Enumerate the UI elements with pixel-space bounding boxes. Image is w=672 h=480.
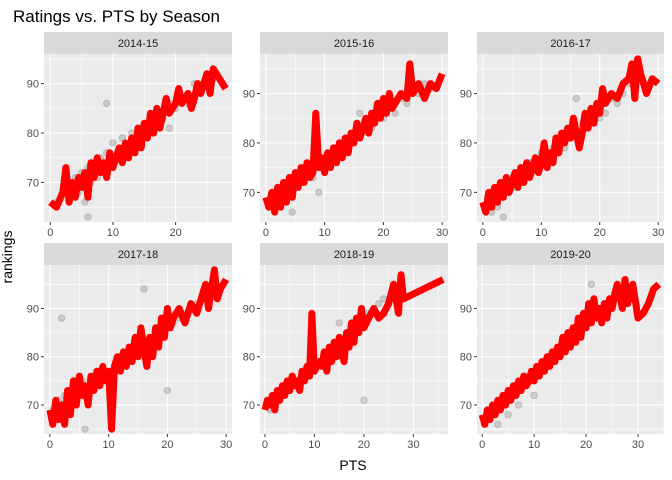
y-axis-title: rankings	[0, 231, 15, 284]
facet-strip	[44, 243, 232, 265]
data-point	[360, 396, 368, 404]
facet-panel: 2016-17 0 10 20 30 70 80 90	[460, 32, 664, 239]
x-tick-label: 10	[319, 227, 331, 239]
facet-label: 2018-19	[334, 249, 374, 261]
data-point	[81, 198, 89, 206]
y-tick-label: 80	[243, 352, 255, 364]
x-tick-label: 0	[47, 439, 53, 451]
x-tick-label: 0	[263, 227, 269, 239]
y-tick-label: 90	[460, 89, 472, 101]
facet-panel: 2018-19 0 10 20 30 70 80 90	[243, 243, 448, 451]
y-tick-label: 90	[460, 303, 472, 315]
y-tick-label: 80	[460, 138, 472, 150]
y-tick-label: 70	[243, 187, 255, 199]
panel-data	[478, 276, 662, 429]
facet-panel: 2017-18 0 10 20 30 70 80 90	[27, 243, 232, 451]
x-tick-label: 0	[262, 439, 268, 451]
y-tick-label: 70	[27, 177, 39, 189]
x-tick-label: 30	[220, 439, 232, 451]
trend-line	[261, 271, 445, 414]
x-tick-label: 20	[580, 439, 592, 451]
x-tick-label: 30	[436, 227, 448, 239]
data-point	[587, 280, 595, 289]
x-tick-label: 10	[107, 227, 119, 239]
panel-data	[46, 266, 230, 433]
facet-label: 2019-20	[550, 249, 590, 261]
chart-title: Ratings vs. PTS by Season	[13, 7, 220, 26]
data-point	[504, 410, 512, 419]
y-tick-label: 70	[460, 400, 472, 412]
trend-line	[48, 65, 229, 211]
facet-label: 2014-15	[118, 38, 158, 50]
data-point	[140, 285, 148, 293]
trend-line	[478, 276, 662, 428]
x-tick-label: 10	[535, 227, 547, 239]
data-point	[375, 299, 383, 308]
data-point	[84, 213, 92, 221]
panel-data	[48, 65, 229, 221]
data-point	[315, 188, 323, 197]
data-point	[356, 109, 364, 117]
trend-line	[262, 60, 446, 216]
y-tick-label: 80	[27, 352, 39, 364]
facet-strip	[44, 32, 232, 54]
facet-panel: 2014-15 0 10 20 70 80 90	[27, 32, 232, 239]
x-tick-label: 20	[594, 227, 606, 239]
y-tick-label: 90	[243, 303, 255, 315]
y-tick-label: 70	[243, 400, 255, 412]
facet-strip	[260, 243, 448, 265]
panel-data	[479, 55, 661, 221]
facet-panel: 2019-20 0 10 20 30 70 80 90	[460, 243, 665, 451]
facet-strip	[260, 32, 448, 54]
data-point	[499, 213, 507, 221]
y-tick-label: 80	[27, 128, 39, 140]
x-tick-label: 0	[479, 439, 485, 451]
facet-label: 2016-17	[550, 38, 590, 50]
data-point	[81, 425, 89, 433]
x-tick-label: 20	[161, 439, 173, 451]
x-tick-label: 20	[377, 227, 389, 239]
y-tick-label: 80	[460, 352, 472, 364]
facet-strip	[477, 32, 664, 54]
data-point	[163, 386, 172, 395]
data-point	[494, 420, 502, 429]
data-point	[118, 134, 127, 142]
x-tick-label: 30	[632, 439, 644, 451]
facet-label: 2015-16	[334, 38, 374, 50]
y-tick-label: 90	[243, 89, 255, 101]
x-tick-label: 10	[528, 439, 540, 451]
facet-label: 2017-18	[118, 249, 158, 261]
x-tick-label: 20	[358, 439, 370, 451]
data-point	[335, 319, 343, 327]
x-tick-label: 0	[480, 227, 486, 239]
data-point	[165, 124, 174, 132]
x-tick-label: 10	[308, 439, 320, 451]
data-point	[109, 139, 117, 147]
facet-panel: 2015-16 0 10 20 30 70 80 90	[243, 32, 448, 239]
x-tick-label: 0	[47, 227, 53, 239]
data-point	[57, 314, 66, 322]
y-tick-label: 80	[243, 138, 255, 150]
data-point	[288, 208, 297, 216]
facet-strip	[477, 243, 664, 265]
data-point	[530, 391, 538, 400]
data-point	[514, 401, 523, 409]
data-point	[572, 94, 581, 103]
y-tick-label: 90	[27, 303, 39, 315]
data-point	[102, 99, 111, 108]
y-tick-label: 90	[27, 79, 39, 91]
x-tick-label: 30	[652, 227, 664, 239]
x-axis-title: PTS	[339, 457, 366, 473]
x-tick-label: 20	[169, 227, 181, 239]
x-tick-label: 30	[407, 439, 419, 451]
x-tick-label: 10	[103, 439, 115, 451]
trend-line	[479, 55, 661, 216]
panel-data	[261, 271, 445, 414]
trend-line	[46, 266, 230, 433]
y-tick-label: 70	[460, 187, 472, 199]
y-tick-label: 70	[27, 400, 39, 412]
panel-data	[262, 60, 446, 216]
